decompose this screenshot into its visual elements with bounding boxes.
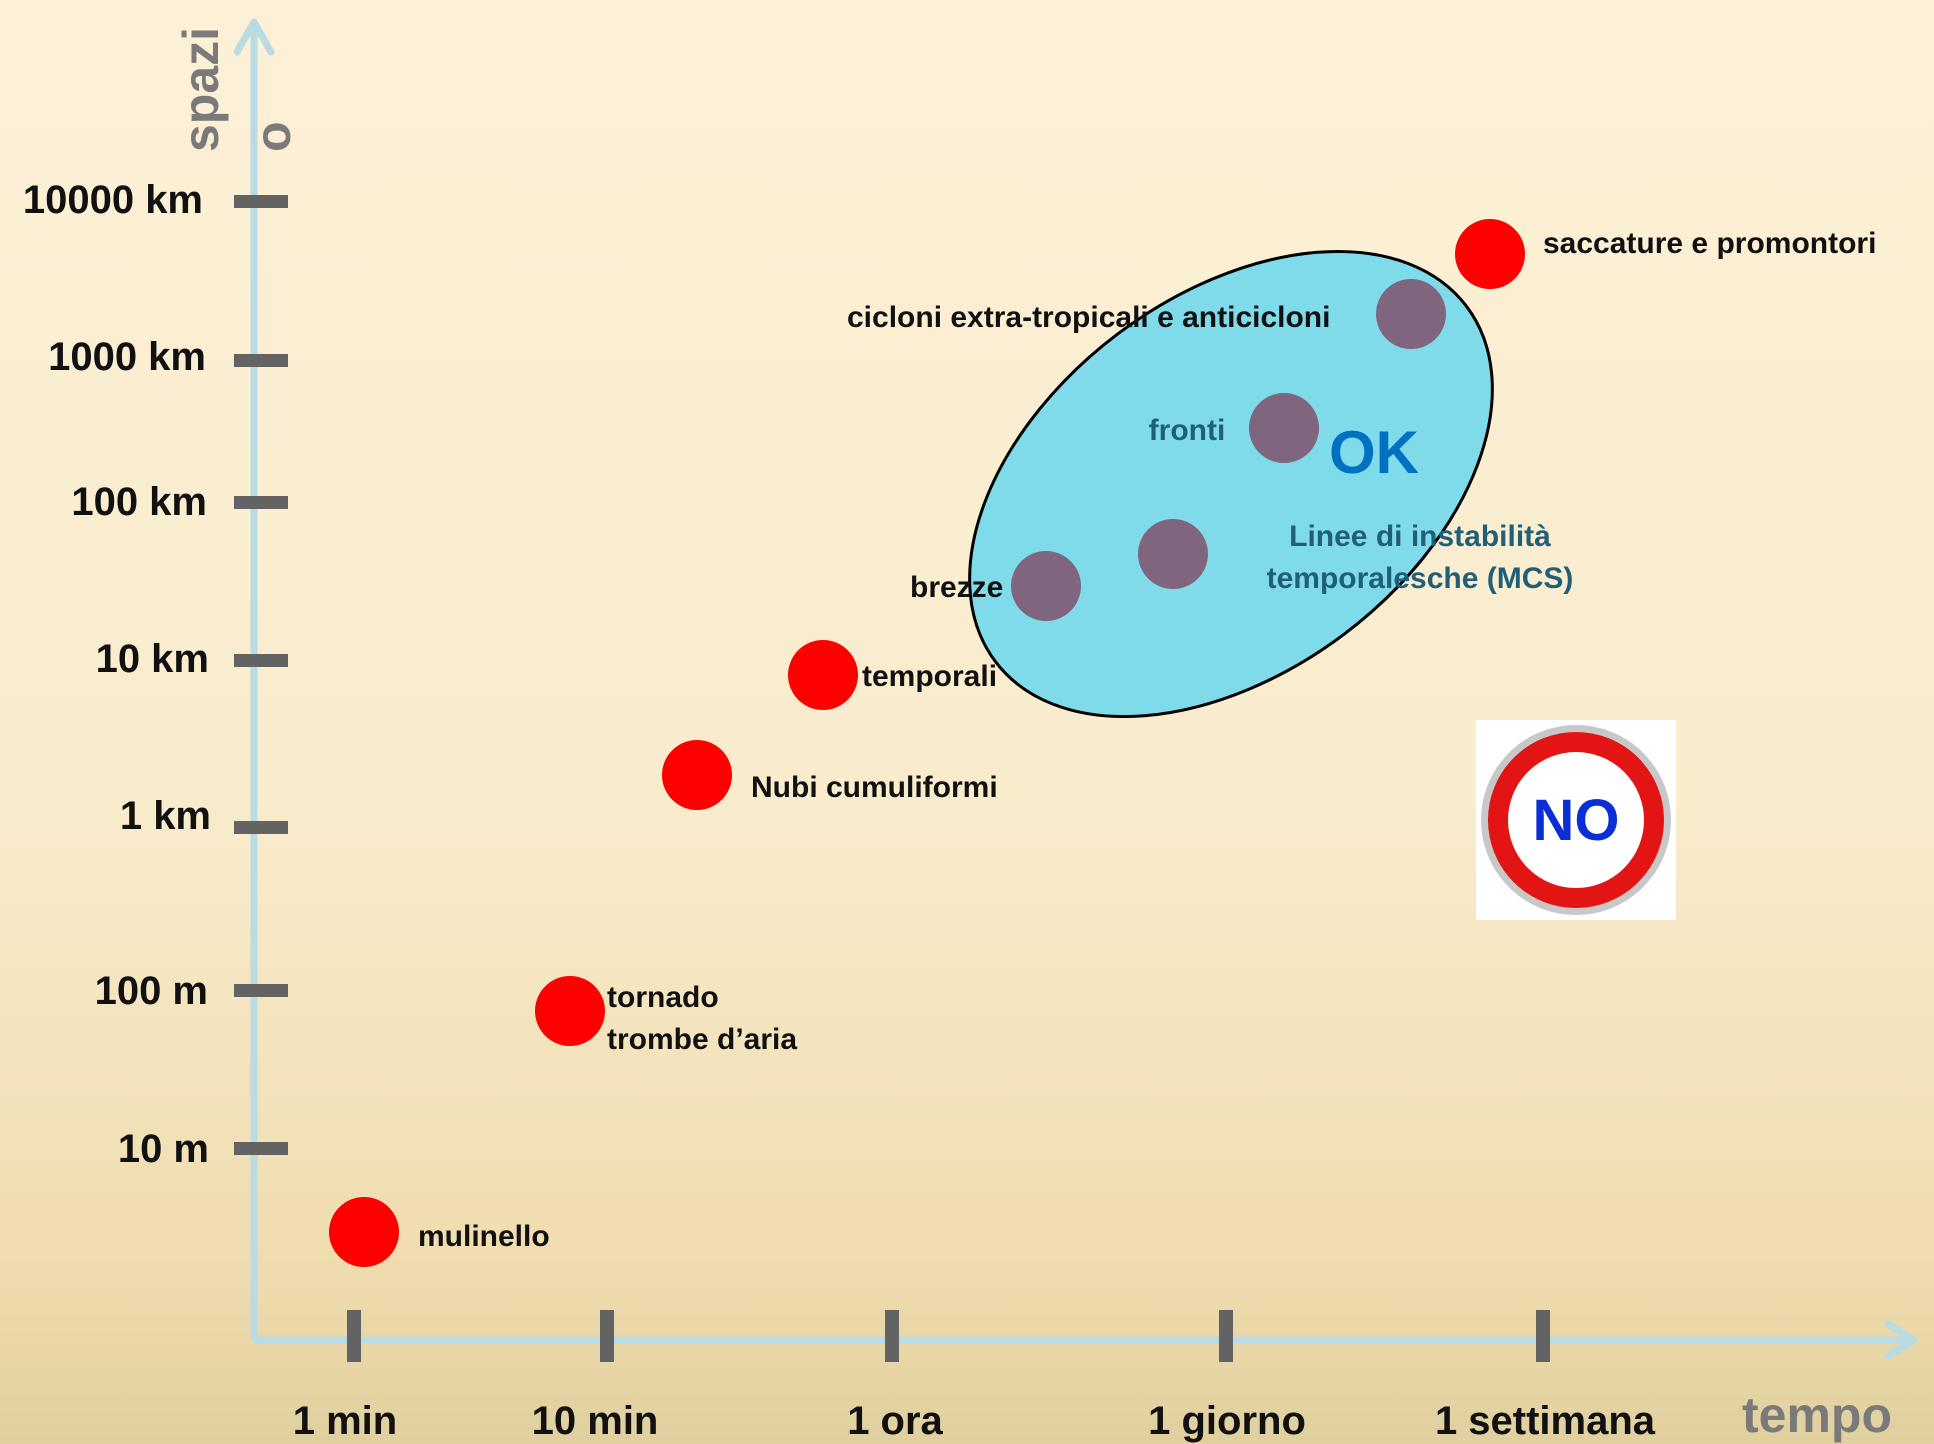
point-marker — [1376, 279, 1446, 349]
label-cicloni: cicloni extra-tropicali e anticicloni — [847, 301, 1330, 334]
y-tick-mark — [234, 195, 288, 208]
x-tick-mark — [600, 1310, 614, 1362]
point-marker — [662, 740, 732, 810]
y-tick-mark — [234, 354, 288, 367]
no-label: NO — [1533, 788, 1620, 853]
label-linee-2: temporalesche (MCS) — [1267, 562, 1574, 595]
y-tick-label: 10 m — [118, 1127, 209, 1171]
label-mulinello: mulinello — [418, 1220, 550, 1253]
label-linee-1: Linee di instabilità — [1289, 520, 1551, 553]
label-temporali: temporali — [862, 660, 997, 693]
x-tick-mark — [1219, 1310, 1233, 1362]
y-axis-title-line1: spazi — [173, 27, 229, 152]
point-labels: mulinello tornado trombe d’aria Nubi cum… — [418, 227, 1876, 1253]
label-tornado: tornado — [607, 981, 719, 1014]
label-fronti: fronti — [1149, 414, 1226, 447]
no-sign-icon: NO — [1476, 720, 1676, 920]
x-axis-title: tempo — [1742, 1387, 1892, 1443]
y-tick-mark — [234, 1142, 288, 1155]
x-tick-mark — [1536, 1310, 1550, 1362]
x-tick-mark — [347, 1310, 361, 1362]
label-nubi: Nubi cumuliformi — [751, 771, 998, 804]
label-trombe: trombe d’aria — [607, 1023, 797, 1056]
x-axis-arrow — [1884, 1320, 1918, 1360]
y-tick-mark — [234, 984, 288, 997]
y-tick-label: 1 km — [120, 794, 211, 838]
point-marker — [1249, 393, 1319, 463]
x-tick-label: 1 settimana — [1435, 1399, 1656, 1443]
y-tick-mark — [234, 821, 288, 834]
y-tick-mark — [234, 496, 288, 509]
x-tick-label: 1 giorno — [1148, 1399, 1306, 1443]
y-ticks: 10000 km 1000 km 100 km 10 km 1 km 100 m… — [23, 178, 288, 1171]
ok-label: OK — [1329, 419, 1419, 486]
point-marker — [788, 640, 858, 710]
ok-region — [968, 249, 1494, 719]
y-tick-label: 100 km — [71, 480, 207, 524]
y-axis-arrow — [233, 18, 275, 56]
markers — [329, 219, 1525, 1267]
label-brezze: brezze — [910, 571, 1003, 604]
x-tick-mark — [885, 1310, 899, 1362]
point-marker — [535, 976, 605, 1046]
x-ticks: 1 min 10 min 1 ora 1 giorno 1 settimana — [293, 1310, 1656, 1443]
y-tick-label: 10 km — [96, 637, 209, 681]
y-tick-mark — [234, 654, 288, 667]
label-saccature: saccature e promontori — [1543, 227, 1876, 260]
point-marker — [1011, 551, 1081, 621]
x-tick-label: 10 min — [532, 1399, 659, 1443]
x-tick-label: 1 min — [293, 1399, 397, 1443]
y-tick-label: 1000 km — [48, 335, 206, 379]
point-marker — [1138, 519, 1208, 589]
x-tick-label: 1 ora — [847, 1399, 943, 1443]
y-axis-title-line2: o — [245, 121, 301, 152]
axes — [233, 18, 1918, 1360]
y-tick-label: 10000 km — [23, 178, 203, 222]
point-marker — [329, 1197, 399, 1267]
point-marker — [1455, 219, 1525, 289]
y-tick-label: 100 m — [95, 969, 208, 1013]
